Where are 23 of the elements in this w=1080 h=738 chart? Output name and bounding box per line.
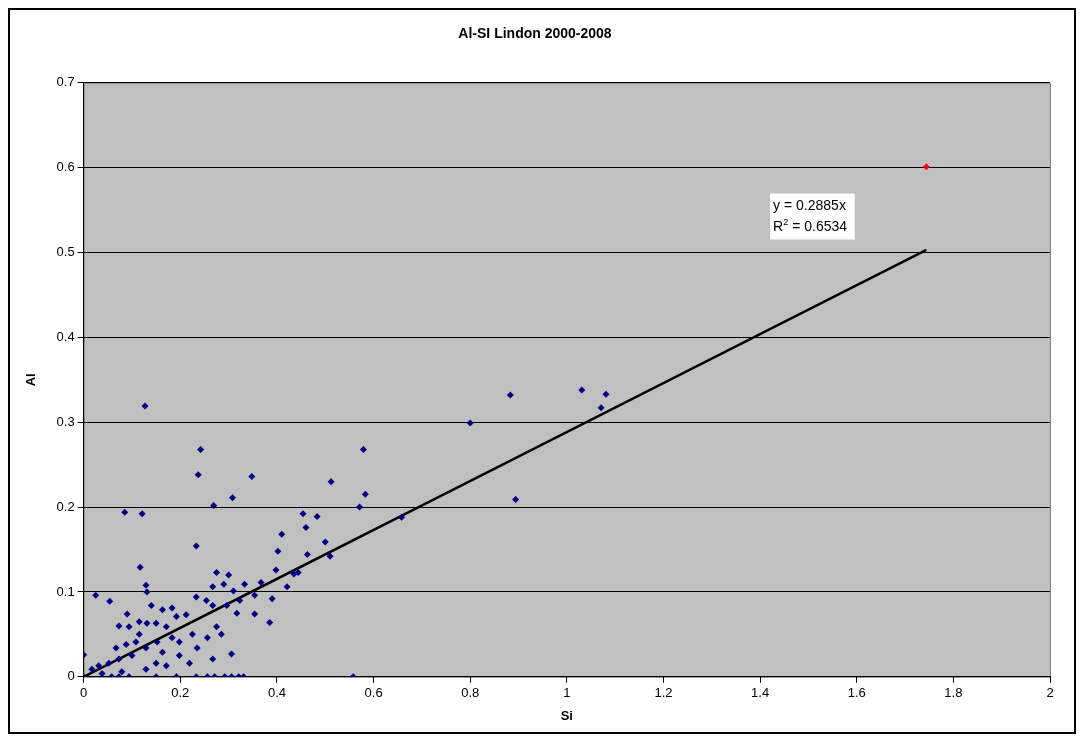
x-tick-label: 0.2 (171, 685, 190, 701)
x-tick-label: 1.2 (654, 685, 673, 701)
y-tick-label: 0.1 (56, 583, 75, 599)
x-tick-label: 1.6 (847, 685, 866, 701)
x-tick-label: 0.8 (461, 685, 480, 701)
y-tick-label: 0.4 (56, 328, 75, 344)
y-tick-label: 0.6 (56, 159, 75, 175)
x-tick-label: 1.4 (751, 685, 770, 701)
x-tick-label: 0.4 (267, 685, 286, 701)
x-tick-label: 0.6 (364, 685, 383, 701)
y-tick-label: 0.5 (56, 244, 75, 260)
y-tick-label: 0.3 (56, 413, 75, 429)
y-tick-label: 0 (67, 668, 75, 684)
y-axis-title: Al (23, 373, 39, 387)
chart-title: Al-SI Lindon 2000-2008 (458, 25, 612, 42)
y-tick-label: 0.2 (56, 498, 75, 514)
x-tick-label: 1 (563, 685, 571, 701)
annotation: y = 0.2885x (773, 196, 846, 213)
x-tick-label: 2 (1046, 685, 1054, 701)
x-axis-title: Si (560, 707, 573, 723)
y-tick-label: 0.7 (56, 74, 75, 90)
x-tick-label: 1.8 (944, 685, 963, 701)
x-tick-label: 0 (80, 685, 88, 701)
